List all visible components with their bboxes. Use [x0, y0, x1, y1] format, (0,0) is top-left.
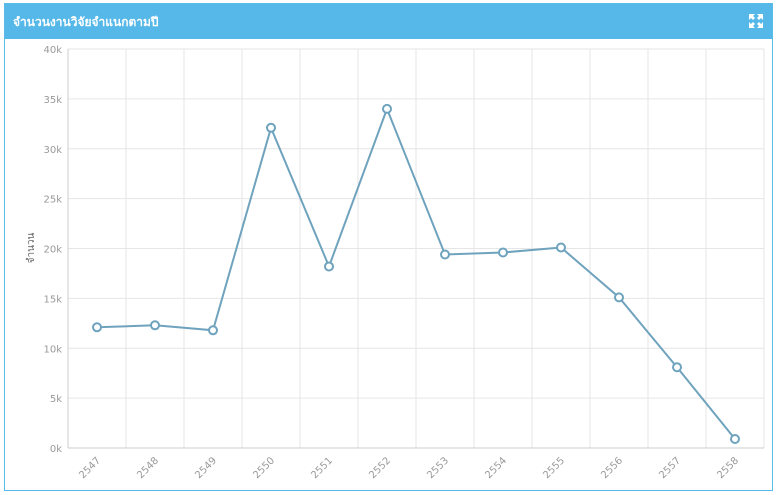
data-point: [440, 249, 450, 260]
x-tick-label: 2554: [483, 455, 509, 481]
x-tick-label: 2548: [135, 455, 161, 481]
y-axis-title: จำนวน: [26, 232, 37, 263]
data-point: [614, 292, 624, 303]
x-tick-label: 2549: [193, 455, 219, 481]
y-tick-label: 40k: [43, 45, 62, 56]
y-tick-label: 0k: [50, 444, 62, 455]
x-tick-label: 2555: [541, 455, 567, 481]
expand-icon[interactable]: [748, 13, 764, 29]
data-point: [92, 322, 102, 333]
x-tick-label: 2553: [425, 455, 451, 481]
data-point: [730, 434, 740, 445]
y-tick-label: 10k: [43, 344, 62, 355]
data-point: [556, 242, 566, 253]
x-tick-label: 2550: [251, 455, 277, 481]
y-tick-label: 15k: [43, 294, 62, 305]
data-point: [150, 320, 160, 331]
chart-panel: จำนวนงานวิจัยจำแนกตามปี: [4, 3, 773, 491]
y-tick-label: 35k: [43, 95, 62, 106]
data-point: [324, 261, 334, 272]
y-tick-label: 25k: [43, 195, 62, 206]
x-tick-label: 2557: [657, 455, 683, 481]
x-tick-label: 2556: [599, 455, 625, 481]
data-point: [672, 362, 682, 373]
x-tick-label: 2552: [367, 455, 393, 481]
data-point: [266, 122, 276, 133]
data-point: [498, 247, 508, 258]
data-point: [382, 103, 392, 114]
y-tick-label: 20k: [43, 245, 62, 256]
panel-header: จำนวนงานวิจัยจำแนกตามปี: [5, 4, 772, 39]
series-line: [96, 106, 736, 440]
x-tick-label: 2547: [77, 455, 103, 481]
x-tick-label: 2558: [715, 455, 741, 481]
data-point: [208, 325, 218, 336]
panel-title: จำนวนงานวิจัยจำแนกตามปี: [13, 15, 159, 29]
y-tick-label: 5k: [50, 394, 62, 405]
x-tick-label: 2551: [309, 455, 335, 481]
y-tick-label: 30k: [43, 145, 62, 156]
